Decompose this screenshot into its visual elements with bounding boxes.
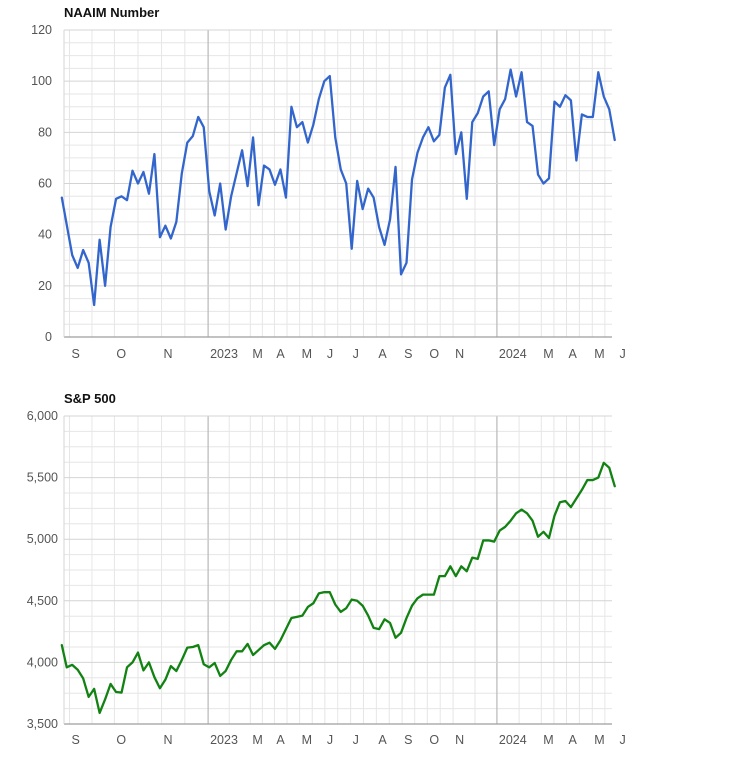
naaim-x-tick-label: 2024 [499, 347, 527, 361]
sp500-x-tick-label: 2023 [210, 733, 238, 747]
naaim-y-tick-label: 120 [31, 23, 52, 37]
sp500-x-tick-label: N [164, 733, 173, 747]
naaim-x-tick-label: M [543, 347, 553, 361]
sp500-x-tick-label: S [71, 733, 79, 747]
sp500-x-tick-label: M [302, 733, 312, 747]
naaim-x-tick-label: N [455, 347, 464, 361]
sp500-x-tick-label: M [594, 733, 604, 747]
naaim-x-tick-label: N [164, 347, 173, 361]
naaim-y-tick-label: 80 [38, 125, 52, 139]
naaim-x-tick-label: A [276, 347, 285, 361]
sp500-y-tick-label: 5,500 [27, 471, 58, 485]
naaim-y-tick-label: 0 [45, 330, 52, 344]
naaim-x-tick-label: M [302, 347, 312, 361]
naaim-x-tick-label: O [429, 347, 439, 361]
sp500-x-tick-label: J [619, 733, 625, 747]
naaim-y-tick-label: 100 [31, 74, 52, 88]
naaim-x-tick-label: J [327, 347, 333, 361]
naaim-x-tick-label: S [71, 347, 79, 361]
sp500-x-tick-label: J [353, 733, 359, 747]
sp500-y-tick-label: 4,000 [27, 655, 58, 669]
naaim-x-tick-label: O [116, 347, 126, 361]
sp500-y-tick-label: 3,500 [27, 717, 58, 731]
sp500-y-tick-label: 5,000 [27, 532, 58, 546]
naaim-y-tick-label: 20 [38, 279, 52, 293]
sp500-x-tick-label: A [378, 733, 387, 747]
naaim-x-tick-label: J [619, 347, 625, 361]
sp500-x-tick-label: O [429, 733, 439, 747]
sp500-y-tick-label: 4,500 [27, 594, 58, 608]
sp500-x-tick-label: M [252, 733, 262, 747]
naaim-x-tick-label: M [594, 347, 604, 361]
sp500-x-tick-label: O [116, 733, 126, 747]
sp500-x-tick-label: A [276, 733, 285, 747]
sp500-chart-title: S&P 500 [64, 391, 116, 406]
naaim-x-tick-label: J [353, 347, 359, 361]
naaim-x-tick-label: 2023 [210, 347, 238, 361]
naaim-y-tick-label: 60 [38, 177, 52, 191]
naaim-x-tick-label: A [569, 347, 578, 361]
naaim-chart-title: NAAIM Number [64, 5, 159, 20]
naaim-y-tick-label: 40 [38, 228, 52, 242]
sp500-y-tick-label: 6,000 [27, 409, 58, 423]
sp500-x-tick-label: M [543, 733, 553, 747]
naaim-series-line [60, 68, 616, 307]
sp500-x-tick-label: A [569, 733, 578, 747]
sp500-x-tick-label: 2024 [499, 733, 527, 747]
sp500-x-tick-label: N [455, 733, 464, 747]
naaim-x-tick-label: S [404, 347, 412, 361]
sp500-x-tick-label: J [327, 733, 333, 747]
sp500-series-line [60, 461, 616, 715]
naaim-x-tick-label: A [378, 347, 387, 361]
sp500-x-tick-label: S [404, 733, 412, 747]
naaim-x-tick-label: M [252, 347, 262, 361]
